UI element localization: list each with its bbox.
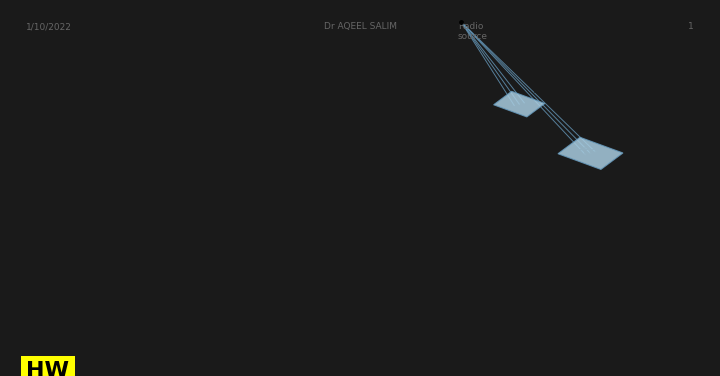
- Text: 3)  A 60-kW radio transmitter on Earth sends its signal to a satellite 100 km aw: 3) A 60-kW radio transmitter on Earth se…: [26, 173, 684, 186]
- Text: magnetic fields in the beam.: magnetic fields in the beam.: [26, 205, 239, 217]
- Text: $A_2$: $A_2$: [485, 112, 496, 124]
- Text: $A_1$: $A_1$: [613, 168, 625, 180]
- Text: B: B: [304, 306, 313, 320]
- Text: $r_2$: $r_2$: [534, 85, 542, 97]
- Text: E: E: [683, 306, 691, 320]
- Polygon shape: [494, 91, 545, 117]
- Polygon shape: [558, 137, 623, 170]
- Text: $r_1$: $r_1$: [615, 140, 624, 152]
- Text: transmitter’s output power were increased to 90 kW?: transmitter’s output power were increase…: [26, 119, 404, 132]
- Text: field in an electromagnetic wave that has a maximum: field in an electromagnetic wave that ha…: [313, 306, 683, 320]
- Text: strength of 1000 V/m?: strength of 1000 V/m?: [26, 287, 197, 299]
- Text: 1)  What is the maximum strength of the: 1) What is the maximum strength of the: [26, 306, 304, 320]
- Text: 1: 1: [688, 22, 694, 31]
- Text: -field: -field: [691, 306, 720, 320]
- Text: 2)  The beam from a small laboratory laser typically has an intensity of about 1: 2) The beam from a small laboratory lase…: [26, 259, 672, 272]
- Text: distance in the same direction would the signal have the same maximum field stre: distance in the same direction would the…: [26, 146, 672, 159]
- Text: Radio
source: Radio source: [458, 22, 487, 41]
- Text: Dr AQEEL SALIM: Dr AQEEL SALIM: [323, 22, 397, 31]
- Text: HW: HW: [26, 361, 69, 376]
- Text: 1/10/2022: 1/10/2022: [26, 22, 72, 31]
- Text: Assuming that the beam is composed of plane waves, calculate the amplitudes of t: Assuming that the beam is composed of pl…: [26, 232, 705, 245]
